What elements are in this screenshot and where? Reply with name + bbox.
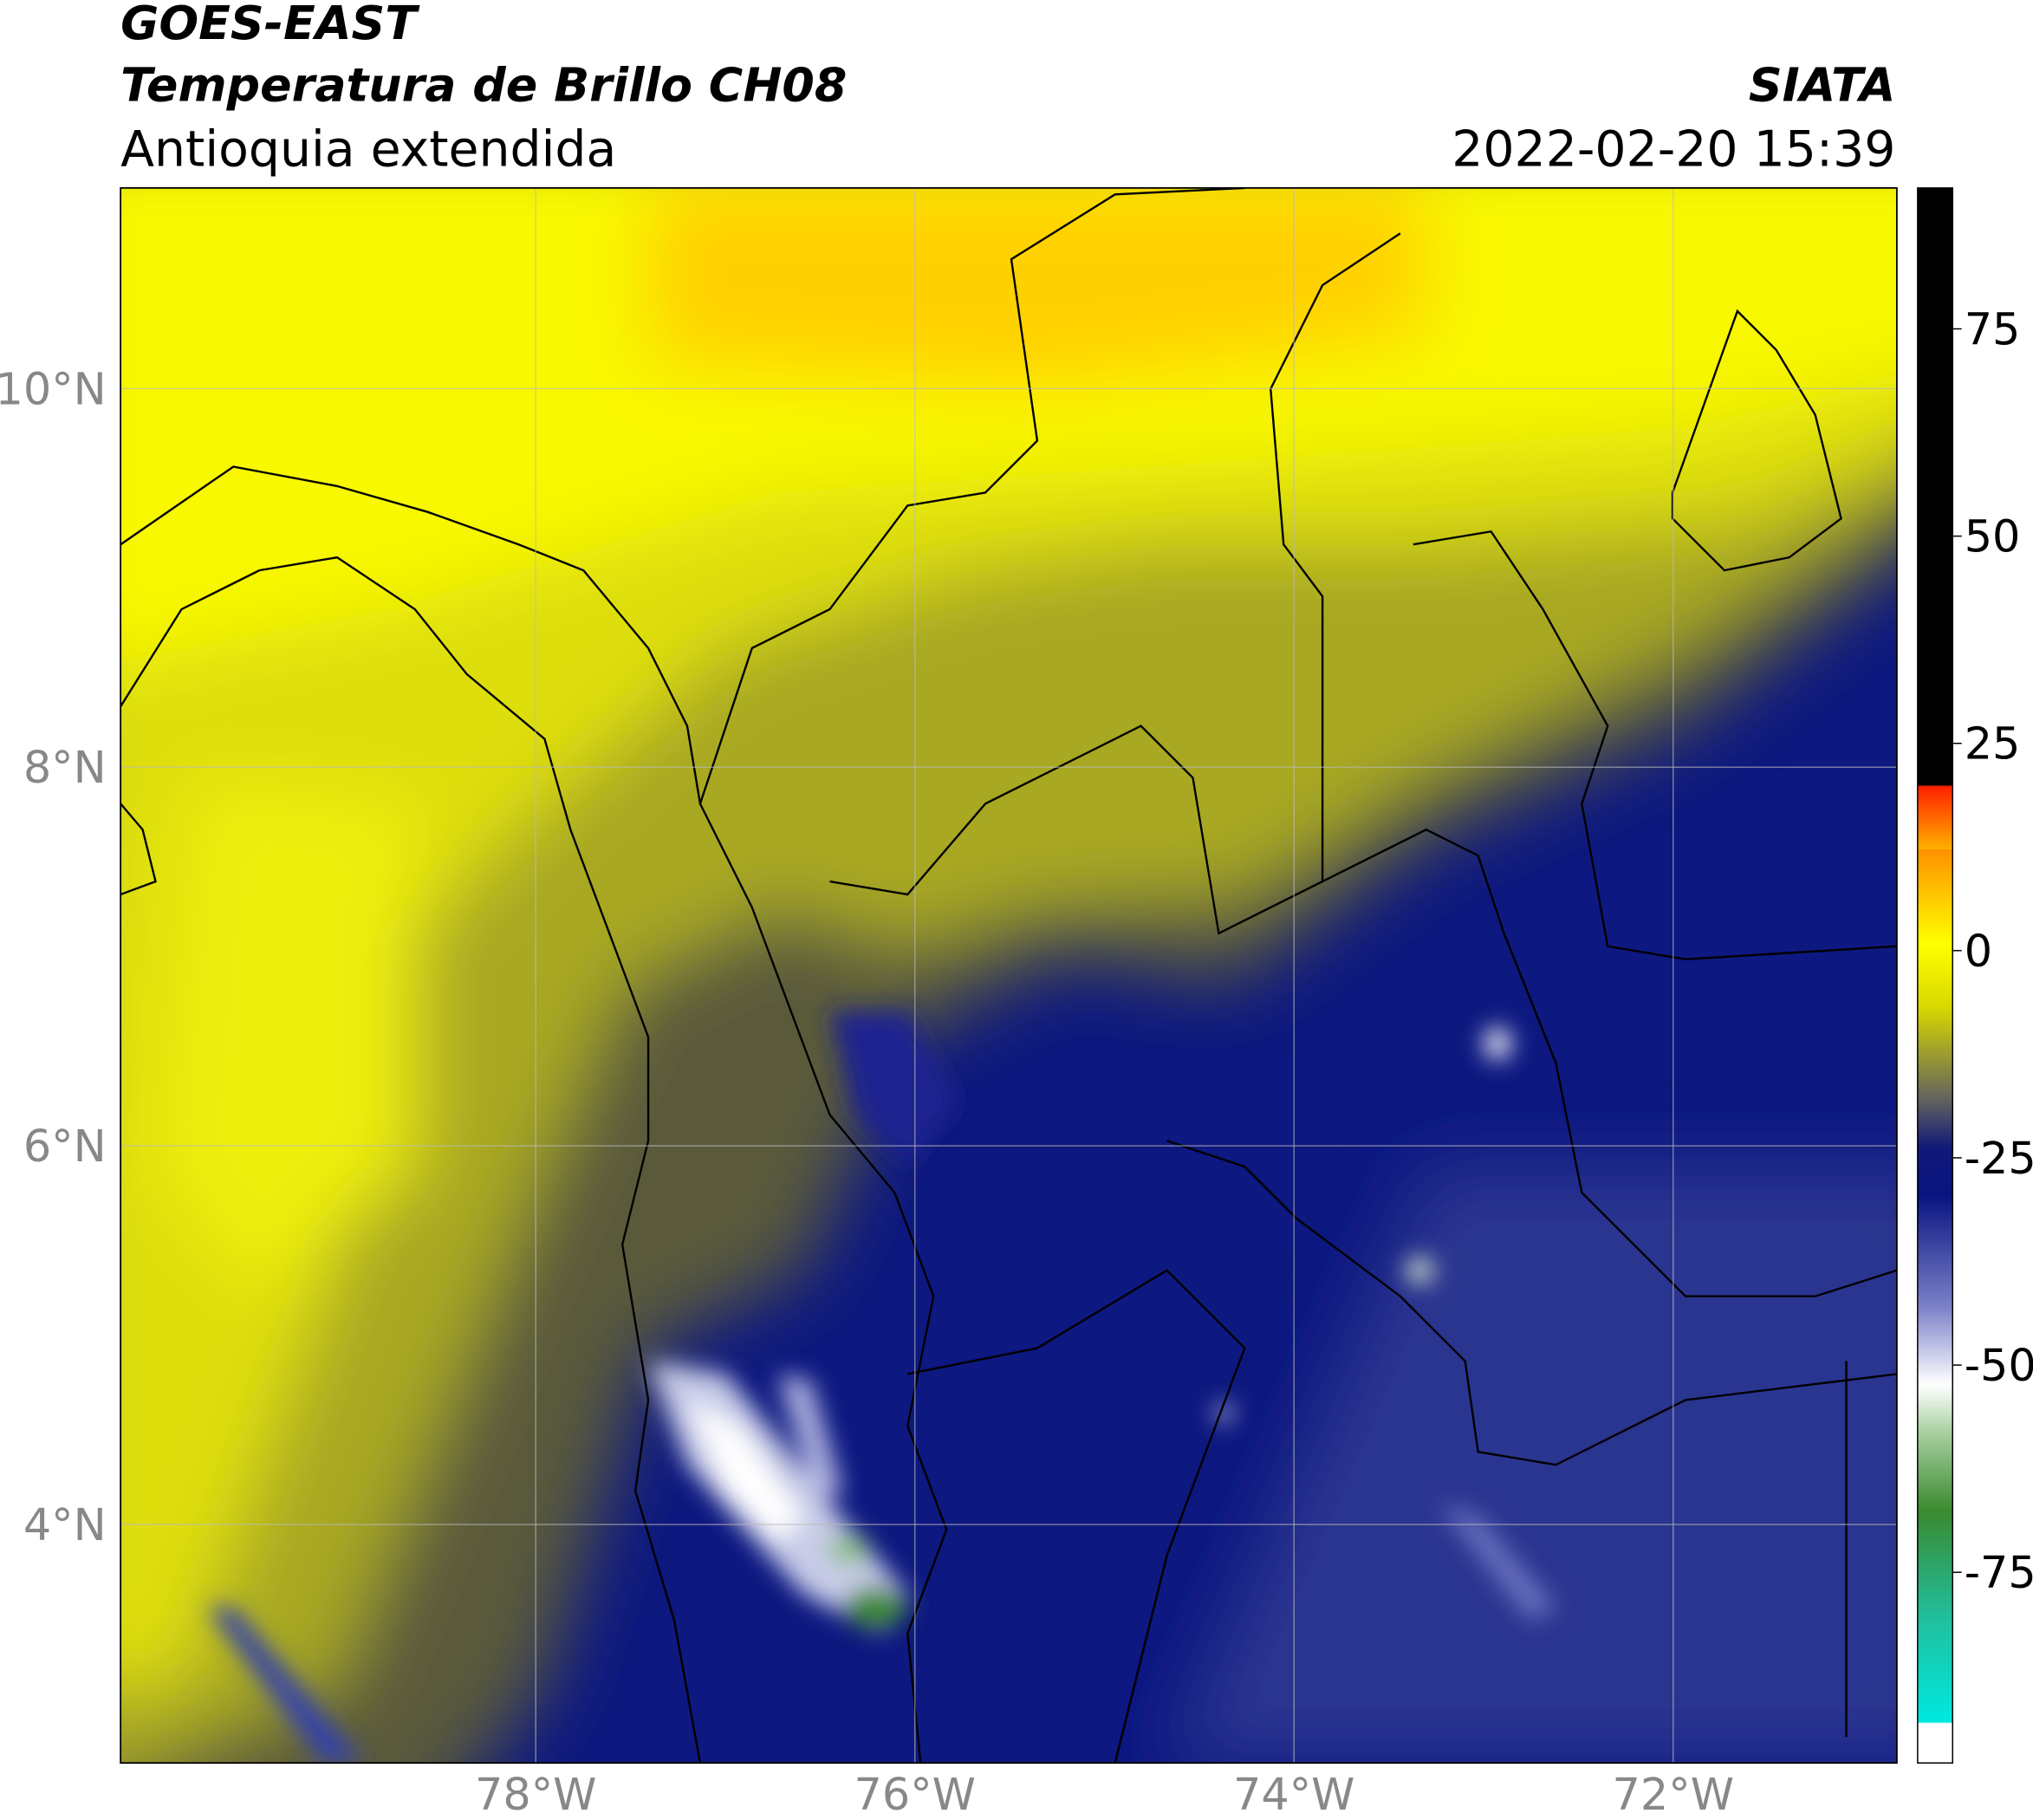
- date: 2022-02-20 15:39: [1452, 120, 1895, 178]
- region: Antioquia extendida: [120, 120, 616, 178]
- y-tick-label: 8°N: [23, 742, 107, 793]
- x-tick-label: 76°W: [854, 1769, 976, 1820]
- colorbar-tick-label: 75: [1965, 303, 2021, 354]
- grid: [120, 187, 1897, 1764]
- source: SIATA: [1749, 58, 1896, 113]
- colorbar-tick-label: -50: [1965, 1340, 2033, 1391]
- colorbar-tick-label: 0: [1965, 926, 1992, 977]
- title: GOES-EAST: [120, 0, 420, 50]
- map-image: [120, 187, 1897, 1764]
- colorbar-tick-label: -75: [1965, 1547, 2033, 1598]
- colorbar-tick-label: 50: [1965, 511, 2021, 562]
- x-tick-label: 72°W: [1613, 1769, 1734, 1820]
- y-tick-label: 6°N: [23, 1121, 107, 1172]
- map-frame: [120, 186, 1898, 1765]
- colorbar: [1917, 187, 1953, 1764]
- colorbar-tick-label: 25: [1965, 718, 2021, 770]
- colorbar-tick-label: -25: [1965, 1133, 2033, 1184]
- subtitle: Temperatura de Brillo CH08: [120, 58, 847, 113]
- borders: [120, 187, 1897, 1764]
- y-tick-label: 4°N: [23, 1499, 107, 1550]
- y-tick-label: 10°N: [0, 363, 107, 414]
- x-tick-label: 78°W: [475, 1769, 596, 1820]
- x-tick-label: 74°W: [1233, 1769, 1354, 1820]
